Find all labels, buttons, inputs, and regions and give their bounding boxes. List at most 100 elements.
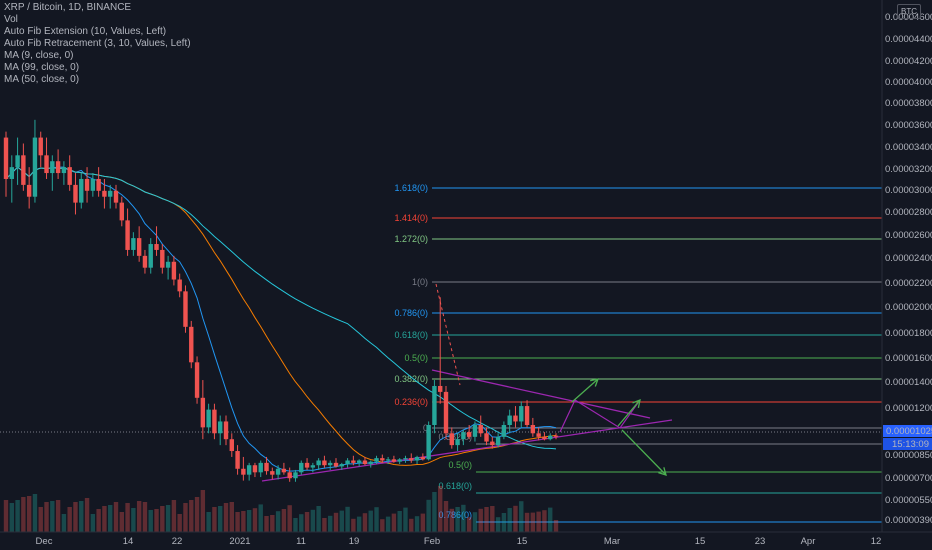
symbol-title[interactable]: XRP / Bitcoin, 1D, BINANCE (4, 2, 132, 13)
candle-body (420, 456, 426, 460)
projection-arrows[interactable] (571, 378, 667, 476)
price-tick-label: 0.00000850 (885, 450, 932, 461)
candle-body (461, 432, 466, 440)
indicator-fib-extension[interactable]: Auto Fib Extension (10, Values, Left) (4, 26, 167, 37)
volume-bar (264, 516, 269, 532)
price-tick-label: 0.00002400 (885, 253, 932, 264)
indicator-fib-retracement[interactable]: Auto Fib Retracement (3, 10, Values, Lef… (4, 38, 191, 49)
candle-body (484, 433, 489, 442)
candle-body (275, 468, 281, 475)
indicator-ma99[interactable]: MA (99, close, 0) (4, 62, 80, 73)
currency-badge[interactable]: BTC (897, 4, 921, 19)
time-tick-label: 2021 (229, 536, 250, 547)
volume-bar (409, 518, 414, 532)
price-axis[interactable]: 0.00004600 0.00004400 0.00004200 0.00004000… (881, 0, 932, 532)
volume-bar (345, 506, 350, 532)
volume-bar (466, 517, 472, 532)
price-tick-label: 0.00001800 (885, 328, 932, 339)
candle-body (241, 468, 246, 475)
price-tick-label: 0.00004600 (885, 12, 932, 23)
candle-body (189, 326, 194, 363)
volume-bar (246, 510, 252, 532)
countdown-badge (883, 438, 932, 450)
candle-body (218, 421, 223, 434)
volume-bar (15, 500, 20, 532)
up-arrow-2-head (632, 398, 641, 408)
fib-extension-label: 0 (423, 423, 428, 433)
candle-body (50, 161, 55, 174)
price-tick-label: 0.00000550 (885, 495, 932, 506)
volume-bars (3, 486, 559, 532)
candle-body (206, 409, 211, 428)
candle-body (79, 178, 84, 203)
candle-body (21, 155, 26, 185)
candle-body (553, 435, 559, 437)
candle-body (397, 459, 402, 462)
price-tick-label: 0.00002200 (885, 278, 932, 289)
candle-body (171, 261, 177, 280)
candle-body (258, 462, 263, 473)
time-tick-label: 22 (172, 536, 183, 547)
time-tick-label: 11 (296, 536, 306, 547)
volume-bar (194, 497, 200, 532)
volume-bar (438, 486, 443, 532)
volume-bar (553, 520, 559, 532)
candle-body (44, 155, 49, 174)
indicator-ma9[interactable]: MA (9, close, 0) (4, 50, 74, 61)
candle-body (96, 178, 101, 191)
volume-bar (218, 506, 223, 532)
price-tick-label: 0.00003800 (885, 98, 932, 109)
indicator-ma50[interactable]: MA (50, close, 0) (4, 74, 80, 85)
candle-body (403, 458, 408, 460)
candle-body (409, 458, 414, 461)
candle-body (414, 456, 420, 461)
candle-body (310, 465, 316, 468)
volume-bar (478, 508, 483, 532)
candle-body (287, 472, 292, 479)
down-arrow-head (658, 467, 667, 476)
candle-body (490, 441, 495, 446)
time-tick-label: 23 (755, 536, 766, 547)
volume-bar (310, 509, 316, 532)
up-arrow-1-head (590, 378, 600, 387)
candle-body (131, 238, 136, 250)
volume-bar (206, 512, 211, 532)
candle-body (32, 137, 38, 197)
candle-body (229, 439, 234, 452)
volume-bar (548, 507, 553, 532)
candle-body (524, 406, 530, 426)
time-tick-label: 19 (349, 536, 360, 547)
candle-body (223, 421, 229, 440)
volume-bar (229, 502, 234, 532)
candle-body (67, 167, 72, 185)
volume-bar (472, 512, 478, 532)
fib-extension-label: 0.236(0) (394, 397, 428, 407)
fib-extension-label: 1.618(0) (394, 183, 428, 193)
fib-retracement-label: 0.382(0) (438, 432, 472, 442)
indicator-vol[interactable]: Vol (4, 14, 18, 25)
candle-body (356, 460, 362, 463)
candle-body (362, 460, 368, 465)
fib-extension-diagonal (435, 283, 461, 386)
volume-bar (223, 503, 229, 532)
price-tick-label: 0.00001400 (885, 377, 932, 388)
resistance-trendline (431, 369, 651, 419)
time-tick-label: 15 (695, 536, 706, 547)
candle-body (339, 464, 344, 467)
price-tick-label: 0.00004200 (885, 56, 932, 67)
volume-bar (102, 506, 107, 532)
price-tick-label: 0.00002600 (885, 230, 932, 241)
volume-bar (443, 501, 449, 532)
candle-body (183, 291, 188, 327)
time-axis[interactable]: Dec 14 22 2021 11 19 Feb 15 Mar 15 23 Apr 12 (0, 531, 932, 547)
candle-body (322, 460, 327, 466)
volume-bar (55, 500, 61, 532)
trendlines[interactable] (261, 283, 673, 482)
candle-body (136, 238, 142, 256)
volume-bar (148, 510, 153, 532)
volume-bar (397, 511, 402, 532)
volume-bar (44, 502, 49, 532)
time-tick-label: 12 (871, 536, 882, 547)
candle-body (368, 461, 373, 465)
